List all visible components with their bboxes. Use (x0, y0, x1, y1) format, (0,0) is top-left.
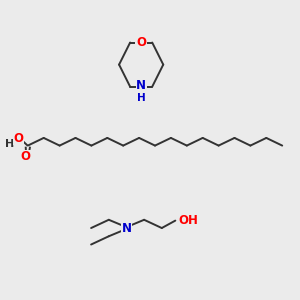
Text: O: O (14, 132, 23, 145)
Text: O: O (136, 36, 146, 49)
Text: O: O (20, 150, 31, 163)
Text: OH: OH (178, 214, 198, 227)
Text: H: H (137, 93, 146, 103)
Text: N: N (122, 221, 131, 235)
Text: H: H (4, 139, 14, 149)
Text: N: N (136, 79, 146, 92)
